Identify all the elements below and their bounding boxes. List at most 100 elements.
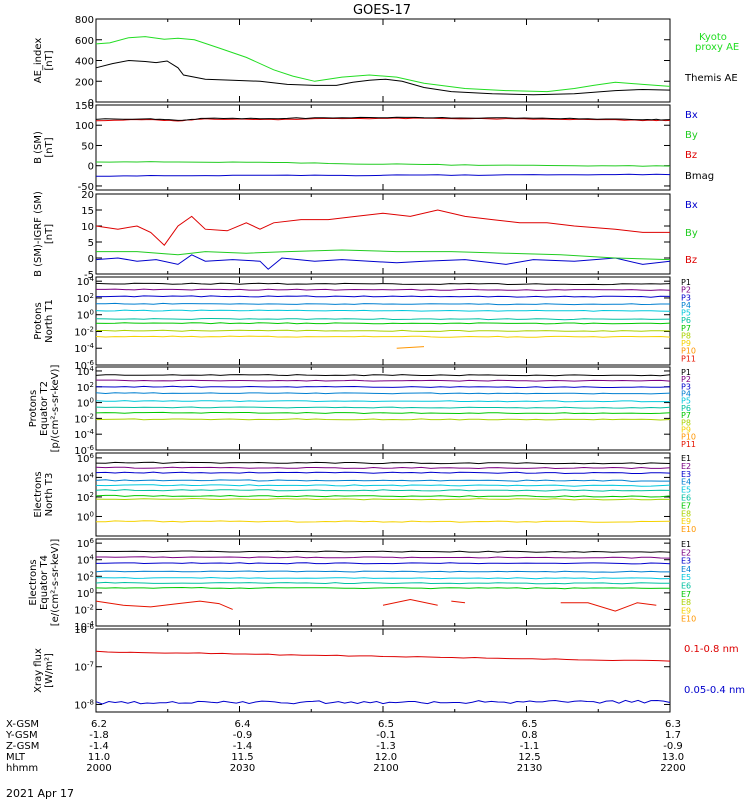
orbit-value: -0.9 [663, 741, 683, 752]
y-tick-label: 104 [77, 554, 95, 567]
orbit-value: -1.3 [376, 741, 396, 752]
channel-e7 [95, 494, 671, 498]
legend-e5: E5 [681, 486, 691, 495]
channel-e9-fragment [560, 602, 657, 612]
orbit-value: -1.4 [233, 741, 253, 752]
y-axis-label-line: Electrons [33, 471, 44, 517]
orbit-value: -1.8 [89, 730, 109, 741]
channel-e9-fragment [95, 600, 233, 610]
orbit-value: 13.0 [662, 752, 684, 763]
legend-e8: E8 [681, 509, 691, 518]
legend-e10: E10 [681, 525, 696, 534]
y-axis-label-line: Equator T4 [39, 555, 50, 610]
channel-p5 [95, 309, 671, 312]
panel-p_t1: 104 102 100 10-2 10-4 10-6 Protons North T1 P1P2… [33, 275, 696, 372]
channel-e2 [96, 556, 671, 559]
legend-e6: E6 [681, 494, 691, 503]
plot-title: GOES-17 [353, 3, 411, 18]
channel-p9 [95, 335, 671, 338]
series-by [95, 161, 671, 167]
legend-p4: P4 [681, 390, 691, 399]
legend-e3: E3 [681, 557, 691, 566]
orbit-value: 6.3 [665, 719, 681, 730]
legend-e8: E8 [681, 598, 691, 607]
y-tick-label: 104 [77, 275, 95, 288]
y-axis-label-line: Protons [33, 302, 44, 339]
legend-p6: P6 [681, 316, 691, 325]
y-tick-label: 10-2 [74, 603, 94, 616]
channel-e1 [95, 461, 671, 465]
legend-p8: P8 [681, 418, 691, 427]
orbit-value: 12.5 [518, 752, 540, 763]
legend-e2: E2 [681, 462, 691, 471]
orbit-table: X-GSMY-GSMZ-GSMMLThhmm6.2-1.8-1.411.0200… [5, 719, 686, 774]
y-axis-label-line: [nT] [44, 224, 55, 244]
series-kyoto-proxy-ae [95, 36, 671, 93]
channel-e4 [95, 570, 670, 573]
legend-p10: P10 [681, 433, 696, 442]
y-tick-label: 100 [77, 587, 94, 600]
legend-p9: P9 [681, 339, 691, 348]
y-tick-label: 106 [77, 452, 95, 465]
panel-frame [95, 452, 671, 537]
orbit-value: 6.5 [378, 719, 394, 730]
channel-p3 [95, 385, 671, 389]
y-axis-label-line: B (SM)-IGRF (SM) [33, 191, 44, 277]
y-tick-label: 0 [88, 254, 94, 265]
series-bx [95, 254, 671, 270]
y-axis-label-line: B (SM) [33, 131, 44, 164]
y-tick-label: 400 [75, 57, 94, 68]
y-axis-label-line: Electrons [28, 559, 39, 605]
legend-p1: P1 [681, 278, 691, 287]
panel-bsm: -50 0 50 100 150 B (SM) [nT] Bx By Bz Bmag [33, 101, 714, 193]
y-tick-label: 200 [75, 77, 94, 88]
orbit-value: 11.0 [88, 752, 110, 763]
orbit-row-label: Z-GSM [6, 741, 39, 752]
y-axis-label: B (SM) [nT] [33, 131, 55, 164]
channel-e5 [96, 576, 671, 580]
y-axis-label-line: AE_index [33, 38, 44, 84]
channel-p6 [95, 317, 671, 321]
y-tick-label: 10-4 [74, 620, 94, 633]
y-tick-label: 10-6 [74, 444, 94, 457]
series-xray-short [95, 699, 671, 705]
y-tick-label: 10 [81, 222, 94, 233]
channel-e9-fragment [451, 600, 466, 604]
y-tick-label: -5 [84, 270, 94, 281]
y-tick-label: 0 [88, 98, 94, 109]
legend-xray-long: 0.1-0.8 nm [684, 644, 739, 655]
y-axis-label: AE_index [nT] [33, 38, 55, 84]
series-bz [95, 209, 670, 246]
legend-e4: E4 [681, 565, 691, 574]
panel-frame [95, 18, 671, 103]
y-tick-label: 102 [77, 570, 94, 583]
channel-p7 [95, 411, 671, 415]
y-tick-label: 150 [75, 101, 94, 112]
legend-e9: E9 [681, 606, 691, 615]
y-tick-label: 800 [75, 15, 94, 26]
y-axis-label: Protons Equator T2 [p/(cm²-s-sr-keV)] [28, 365, 61, 453]
legend-e3: E3 [681, 470, 691, 479]
orbit-value: -0.9 [233, 730, 253, 741]
legend-p3: P3 [681, 382, 691, 391]
legend-p6: P6 [681, 404, 691, 413]
y-tick-label: 0 [88, 162, 94, 173]
legend-e4: E4 [681, 478, 691, 487]
orbit-value: 2200 [660, 763, 685, 774]
y-tick-label: 100 [75, 121, 94, 132]
orbit-value: 2100 [373, 763, 398, 774]
legend-by: By [685, 130, 698, 141]
panel-xray: 10-6 10-7 10-8 Xray flux [W/m²] 0.1-0.8 nm 0.0… [33, 623, 745, 713]
orbit-value: 0.8 [522, 730, 538, 741]
channel-p2 [96, 288, 671, 291]
y-tick-label: 100 [77, 397, 94, 410]
legend-e9: E9 [681, 517, 691, 526]
orbit-row-label: hhmm [6, 763, 38, 774]
legend-p2: P2 [681, 375, 691, 384]
y-tick-label: 102 [77, 381, 94, 394]
orbit-value: 2000 [86, 763, 111, 774]
y-axis-label: Xray flux [W/m²] [33, 648, 55, 693]
channel-e9-fragment [382, 598, 438, 606]
